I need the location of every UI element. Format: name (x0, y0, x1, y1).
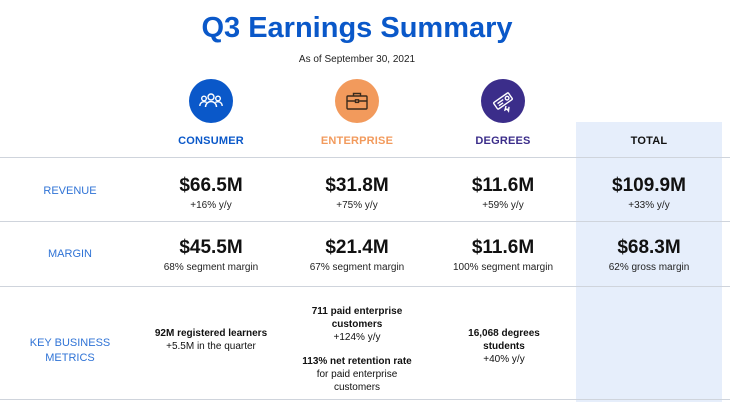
column-header-degrees: DEGREES (475, 135, 531, 147)
metrics-enterprise-sub-2: for paid enterprise customers (316, 369, 398, 393)
column-header-enterprise: ENTERPRISE (320, 135, 394, 147)
page-subtitle: As of September 30, 2021 (298, 54, 416, 65)
diploma-icon (493, 92, 513, 113)
page-title: Q3 Earnings Summary (201, 12, 513, 44)
revenue-enterprise-growth: +75% y/y (336, 200, 378, 211)
people-group-icon (199, 93, 223, 108)
row-divider (0, 399, 730, 400)
revenue-consumer-cell: $66.5M +16% y/y (138, 175, 284, 212)
row-divider (0, 221, 730, 222)
revenue-enterprise-value: $31.8M (325, 175, 389, 196)
degrees-icon-badge (481, 79, 525, 123)
margin-enterprise-sub: 67% segment margin (309, 262, 405, 273)
margin-enterprise-value: $21.4M (325, 237, 389, 258)
metrics-degrees-headline: 16,068 degrees students (468, 328, 540, 352)
column-header-consumer: CONSUMER (178, 135, 244, 147)
revenue-degrees-value: $11.6M (471, 175, 535, 196)
briefcase-icon (346, 92, 368, 110)
metrics-degrees-cell: 16,068 degrees students +40% y/y (458, 327, 550, 366)
revenue-total-value: $109.9M (612, 175, 686, 196)
revenue-degrees-cell: $11.6M +59% y/y (430, 175, 576, 212)
revenue-total-growth: +33% y/y (628, 200, 670, 211)
margin-total-cell: $68.3M 62% gross margin (576, 237, 722, 274)
column-header-total: TOTAL (630, 135, 668, 147)
metrics-consumer-sub: +5.5M in the quarter (166, 341, 256, 352)
metrics-enterprise-sub-1: +124% y/y (333, 332, 381, 343)
row-label-margin: MARGIN (48, 248, 92, 260)
metrics-consumer-cell: 92M registered learners +5.5M in the qua… (148, 327, 274, 353)
margin-degrees-value: $11.6M (471, 237, 535, 258)
row-label-key-business-metrics: KEY BUSINESS METRICS (0, 336, 140, 366)
row-label-revenue: REVENUE (43, 185, 97, 197)
margin-total-sub: 62% gross margin (608, 262, 690, 273)
metrics-enterprise-headline-2: 113% net retention rate (302, 356, 412, 367)
revenue-total-cell: $109.9M +33% y/y (576, 175, 722, 212)
revenue-enterprise-cell: $31.8M +75% y/y (284, 175, 430, 212)
metrics-degrees-sub: +40% y/y (483, 354, 525, 365)
margin-degrees-cell: $11.6M 100% segment margin (430, 237, 576, 274)
margin-enterprise-cell: $21.4M 67% segment margin (284, 237, 430, 274)
row-label-line-2: METRICS (45, 352, 95, 364)
margin-consumer-sub: 68% segment margin (163, 262, 259, 273)
row-divider (0, 286, 730, 287)
margin-consumer-value: $45.5M (179, 237, 243, 258)
row-label-line-1: KEY BUSINESS (29, 337, 111, 349)
metrics-consumer-headline: 92M registered learners (154, 328, 268, 339)
enterprise-icon-badge (335, 79, 379, 123)
total-column-highlight (576, 122, 722, 402)
margin-total-value: $68.3M (617, 237, 681, 258)
margin-consumer-cell: $45.5M 68% segment margin (138, 237, 284, 274)
metrics-enterprise-cell: 711 paid enterprise customers +124% y/y … (297, 305, 417, 394)
revenue-consumer-value: $66.5M (179, 175, 243, 196)
consumer-icon-badge (189, 79, 233, 123)
metrics-enterprise-headline-1: 711 paid enterprise customers (311, 306, 403, 330)
revenue-degrees-growth: +59% y/y (482, 200, 524, 211)
revenue-consumer-growth: +16% y/y (190, 200, 232, 211)
margin-degrees-sub: 100% segment margin (452, 262, 554, 273)
row-divider (0, 157, 730, 158)
